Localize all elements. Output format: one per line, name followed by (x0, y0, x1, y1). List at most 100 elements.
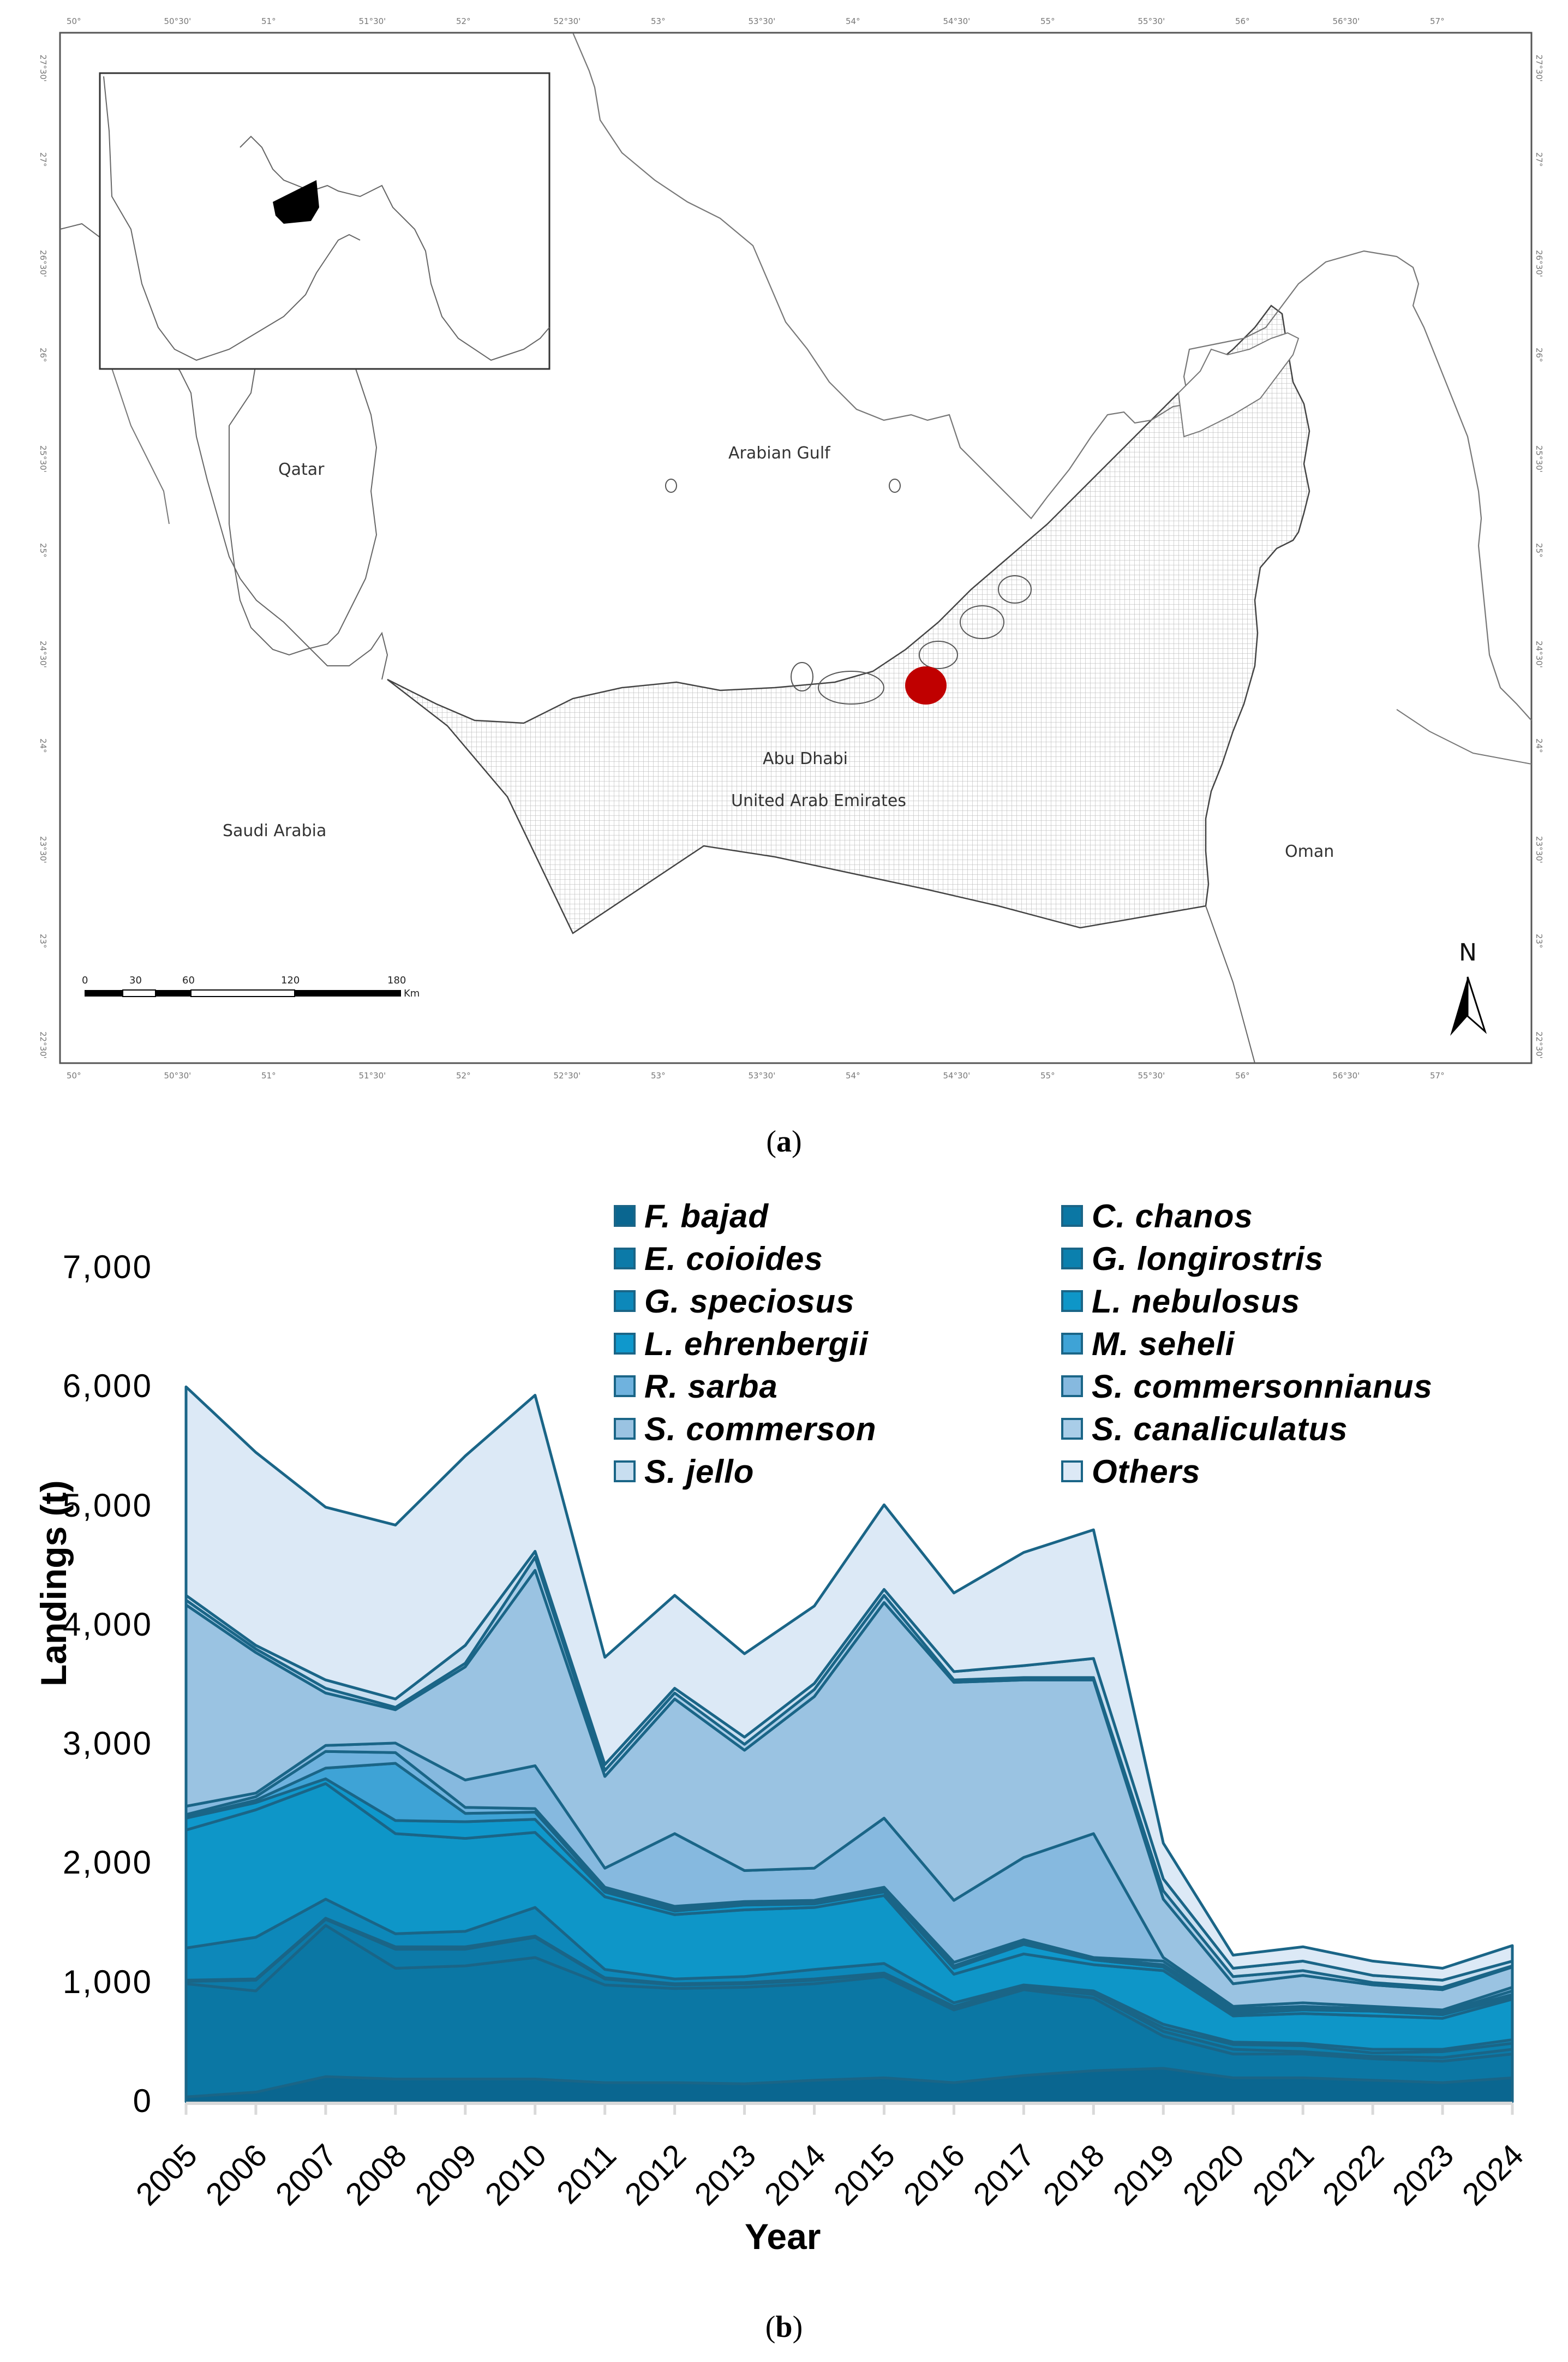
study-site-marker (905, 666, 947, 705)
longitude-tick-label: 56°30' (1332, 1071, 1360, 1081)
longitude-tick-label: 54° (846, 1071, 860, 1081)
legend-swatch-icon (614, 1460, 636, 1482)
legend-item: E. coioides (614, 1240, 1061, 1277)
legend-swatch-icon (1061, 1248, 1083, 1269)
longitude-tick-label: 55°30' (1138, 16, 1165, 26)
y-tick-label: 3,000 (62, 1725, 153, 1762)
legend-swatch-icon (1061, 1290, 1083, 1312)
longitude-tick-label: 53° (651, 16, 666, 26)
area-series-others (184, 1385, 1514, 1982)
longitude-tick-label: 51°30' (358, 1071, 386, 1081)
iran-coast (572, 32, 1532, 721)
legend-swatch-icon (614, 1375, 636, 1397)
longitude-tick-label: 50° (67, 16, 81, 26)
label-oman: Oman (1285, 842, 1334, 861)
legend-swatch-icon (614, 1205, 636, 1227)
map-panel: Arabian Gulf Qatar Saudi Arabia Abu Dhab… (0, 0, 1568, 1159)
chart-areas (184, 1385, 1514, 2103)
longitude-tick-label: 56° (1235, 16, 1250, 26)
legend-label: E. coioides (644, 1240, 823, 1277)
legend-label: F. bajad (644, 1197, 769, 1234)
longitude-tick-label: 52°30' (553, 16, 581, 26)
legend-swatch-icon (1061, 1375, 1083, 1397)
label-uae: United Arab Emirates (731, 791, 907, 810)
legend-label: S. canaliculatus (1092, 1410, 1348, 1447)
legend-item: S. canaliculatus (1061, 1411, 1541, 1447)
scale-tick-30: 30 (129, 975, 142, 986)
legend-item: G. speciosus (614, 1283, 1061, 1320)
y-tick-label: 6,000 (62, 1368, 153, 1405)
legend-label: G. speciosus (644, 1283, 855, 1320)
caption-b: (b) (765, 2310, 803, 2344)
legend-swatch-icon (614, 1290, 636, 1312)
legend-item: Others (1061, 1453, 1541, 1490)
legend-swatch-icon (614, 1333, 636, 1355)
label-arabian-gulf: Arabian Gulf (728, 444, 830, 463)
chart-legend: F. bajad C. chanos E. coioides G. longirost… (614, 1197, 1541, 1490)
longitude-tick-label: 52° (456, 1071, 471, 1081)
legend-item: F. bajad (614, 1198, 1061, 1234)
inset-uae-highlight (273, 180, 319, 224)
longitude-tick-label: 56° (1235, 1071, 1250, 1081)
longitude-tick-label: 54°30' (943, 16, 971, 26)
legend-swatch-icon (1061, 1460, 1083, 1482)
legend-item: S. commerson (614, 1411, 1061, 1447)
y-tick-label: 1,000 (62, 1963, 153, 2000)
scale-tick-60: 60 (182, 975, 195, 986)
legend-item: L. nebulosus (1061, 1283, 1541, 1320)
frame-ticks (60, 32, 1531, 1064)
oman-border (1205, 905, 1255, 1064)
longitude-tick-label: 51°30' (358, 16, 386, 26)
y-tick-label: 5,000 (62, 1487, 153, 1524)
legend-swatch-icon (614, 1418, 636, 1440)
longitude-tick-label: 50° (67, 1071, 81, 1081)
scale-unit: Km (404, 988, 420, 999)
longitude-tick-label: 51° (261, 16, 276, 26)
scale-tick-120: 120 (281, 975, 300, 986)
oman-coast-east (1396, 709, 1532, 765)
north-arrow-icon (1450, 976, 1487, 1036)
longitude-tick-label: 54°30' (943, 1071, 971, 1081)
legend-label: S. commerson (644, 1410, 877, 1447)
scale-bar (85, 989, 401, 997)
scale-tick-0: 0 (82, 975, 88, 986)
study-area-map (59, 32, 1533, 1064)
legend-swatch-icon (614, 1248, 636, 1269)
musandam-inner (1177, 332, 1300, 438)
longitude-tick-label: 53° (651, 1071, 666, 1081)
y-axis-title: Landings (t) (33, 1480, 74, 1686)
legend-swatch-icon (1061, 1418, 1083, 1440)
legend-label: Others (1092, 1453, 1201, 1490)
longitude-tick-label: 52° (456, 16, 471, 26)
label-saudi-arabia: Saudi Arabia (223, 821, 327, 840)
scale-tick-180: 180 (387, 975, 406, 986)
x-axis-title: Year (745, 2216, 821, 2257)
legend-item: L. ehrenbergii (614, 1326, 1061, 1362)
legend-label: G. longirostris (1092, 1240, 1324, 1277)
legend-label: M. seheli (1092, 1325, 1235, 1362)
islands (665, 479, 1032, 705)
longitude-tick-label: 54° (846, 16, 860, 26)
longitude-tick-label: 55° (1040, 1071, 1055, 1081)
longitude-tick-label: 50°30' (164, 1071, 191, 1081)
label-abu-dhabi: Abu Dhabi (763, 749, 848, 768)
legend-item: R. sarba (614, 1368, 1061, 1405)
legend-label: R. sarba (644, 1368, 778, 1405)
label-qatar: Qatar (278, 460, 325, 479)
x-axis-line (184, 2102, 1514, 2115)
y-tick-label: 4,000 (62, 1606, 153, 1643)
uae-territory (387, 305, 1310, 934)
legend-label: S. commersonnianus (1092, 1368, 1433, 1405)
longitude-tick-label: 55°30' (1138, 1071, 1165, 1081)
longitude-tick-label: 52°30' (553, 1071, 581, 1081)
longitude-tick-label: 56°30' (1332, 16, 1360, 26)
y-tick-label: 2,000 (62, 1844, 153, 1881)
longitude-tick-label: 53°30' (748, 1071, 776, 1081)
legend-label: C. chanos (1092, 1197, 1253, 1234)
north-label: N (1459, 939, 1477, 967)
legend-item: S. commersonnianus (1061, 1368, 1541, 1405)
legend-label: S. jello (644, 1453, 755, 1490)
longitude-tick-label: 57° (1430, 16, 1445, 26)
caption-a: (a) (766, 1125, 802, 1159)
